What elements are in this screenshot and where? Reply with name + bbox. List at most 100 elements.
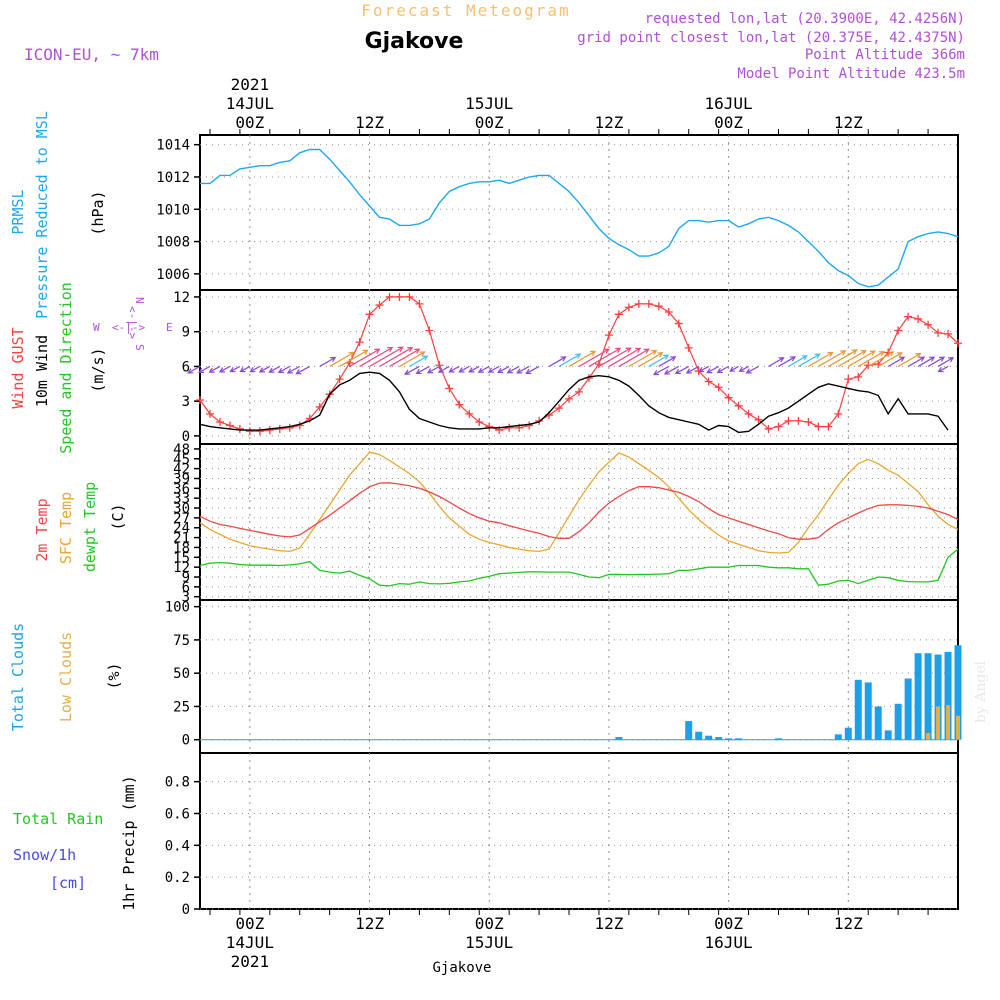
gust-marker: [575, 387, 583, 396]
precip-tick-label: 0.8: [165, 775, 190, 791]
wind-direction-arrow: [250, 365, 261, 373]
pressure-tick-label: 1010: [156, 202, 190, 218]
wind-arrow-head: [663, 369, 670, 375]
model-altitude: Model Point Altitude 423.5m: [737, 66, 965, 82]
clouds-tick-label: 25: [173, 699, 190, 715]
top-time-label: 2021: [231, 75, 270, 94]
top-time-label: 12Z: [594, 113, 623, 132]
pressure-label-prmsl: PRMSL: [9, 189, 27, 234]
gust-marker: [245, 427, 254, 436]
wind-direction-arrow: [498, 365, 510, 373]
wind-arrow-head: [939, 356, 946, 362]
wind-arrow-head: [397, 346, 404, 352]
bottom-time-label: 12Z: [834, 914, 863, 933]
gust-marker: [614, 310, 623, 319]
total-clouds-bar: [934, 654, 942, 740]
bottom-time-label: 2021: [231, 952, 270, 971]
wind-direction-arrow: [379, 347, 413, 367]
pressure-unit: (hPa): [89, 190, 107, 235]
wind-arrow-head: [657, 352, 664, 358]
wind-direction-arrow: [449, 365, 460, 373]
pressure-tick-label: 1014: [156, 138, 190, 154]
wind-arrow-head: [589, 350, 597, 357]
wind-arrow-head: [674, 368, 681, 375]
wind-arrow-head: [899, 356, 906, 362]
wind-arrow-head: [286, 368, 293, 374]
wind-arrow-head: [516, 368, 523, 374]
wind-arrow-head: [277, 367, 284, 373]
bottom-time-label: 00Z: [235, 914, 264, 933]
wind-arrow-head: [937, 367, 944, 373]
temp-label-sfc: SFC Temp: [57, 492, 75, 564]
wind-direction-arrow: [598, 347, 631, 367]
total-clouds-bar: [904, 678, 912, 740]
precip-label-snow: Snow/1h: [13, 846, 76, 864]
station-title: Gjakove: [365, 29, 464, 54]
gust-marker: [744, 409, 753, 418]
wind-arrow-head: [706, 368, 713, 374]
wind-arrow-head: [869, 350, 876, 356]
wind-arrow-head: [652, 369, 660, 376]
clouds-tick-label: 100: [165, 600, 190, 616]
wind-direction-arrow: [717, 365, 729, 373]
wind-arrow-head: [814, 353, 821, 359]
bottom-time-label: 12Z: [355, 914, 384, 933]
gust-marker: [674, 319, 683, 328]
wind-arrow-head: [448, 367, 455, 373]
compass-s: S: [133, 344, 146, 351]
data-marks: [187, 150, 962, 741]
total-clouds-bar: [954, 645, 962, 740]
total-clouds-bar: [715, 737, 723, 740]
low-clouds-bar: [946, 705, 951, 740]
wind-direction-arrow: [808, 352, 833, 367]
wind-direction-arrow: [897, 353, 921, 367]
temp-tick-label: 27: [173, 511, 190, 527]
wind-arrow-head: [249, 367, 256, 373]
compass-arrow-horizontal: <-|->: [112, 321, 145, 334]
gust-marker: [624, 303, 633, 312]
gust-marker: [834, 409, 843, 418]
temp-label-2m: 2m Temp: [33, 498, 51, 561]
wind-direction-arrow: [698, 365, 709, 373]
pressure-tick-label: 1012: [156, 170, 190, 186]
wind-arrow-head: [197, 367, 205, 373]
wind-direction-arrow: [269, 365, 281, 373]
wind-arrow-head: [603, 348, 610, 354]
precip-tick-label: 0: [182, 902, 190, 918]
wind-direction-arrow: [847, 350, 876, 367]
wind-tick-label: 9: [182, 325, 190, 341]
wind-direction-arrow: [278, 365, 291, 373]
clouds-tick-label: 0: [182, 733, 190, 749]
gust-marker: [275, 424, 284, 433]
wind-direction-arrow: [675, 365, 689, 374]
gust-marker: [604, 331, 613, 340]
wind-direction-arrow: [389, 348, 420, 367]
gust-marker: [375, 301, 384, 310]
temp-tick-label: 36: [173, 481, 190, 497]
wind-arrow-head: [878, 351, 885, 357]
wind-arrow-head: [330, 356, 337, 363]
compass-e: E: [166, 321, 173, 334]
total-clouds-bar: [864, 682, 872, 740]
wind-direction-arrow: [588, 347, 621, 367]
wind-direction-arrow: [608, 347, 641, 367]
wind-direction-arrow: [558, 353, 581, 367]
wind-direction-arrow: [187, 365, 201, 374]
wind-direction-arrow: [706, 365, 719, 374]
wind-arrow-head: [387, 346, 394, 353]
wind-direction-arrow: [230, 365, 241, 373]
temp-tick-label: 21: [173, 531, 190, 547]
wind-arrow-head: [295, 369, 302, 375]
gust-marker: [285, 423, 294, 432]
temp-tick-label: 24: [173, 521, 190, 537]
wind-direction-arrow: [296, 365, 310, 375]
wind-arrow-head: [497, 367, 504, 373]
wind-direction-arrow: [739, 365, 749, 372]
wind-direction-arrow: [339, 349, 368, 367]
total-clouds-bar: [894, 703, 902, 740]
gust-marker: [934, 328, 943, 337]
top-time-label: 12Z: [355, 113, 384, 132]
wind-arrow-head: [685, 368, 692, 374]
precip-panel: [199, 752, 959, 910]
gust-marker: [944, 330, 953, 338]
